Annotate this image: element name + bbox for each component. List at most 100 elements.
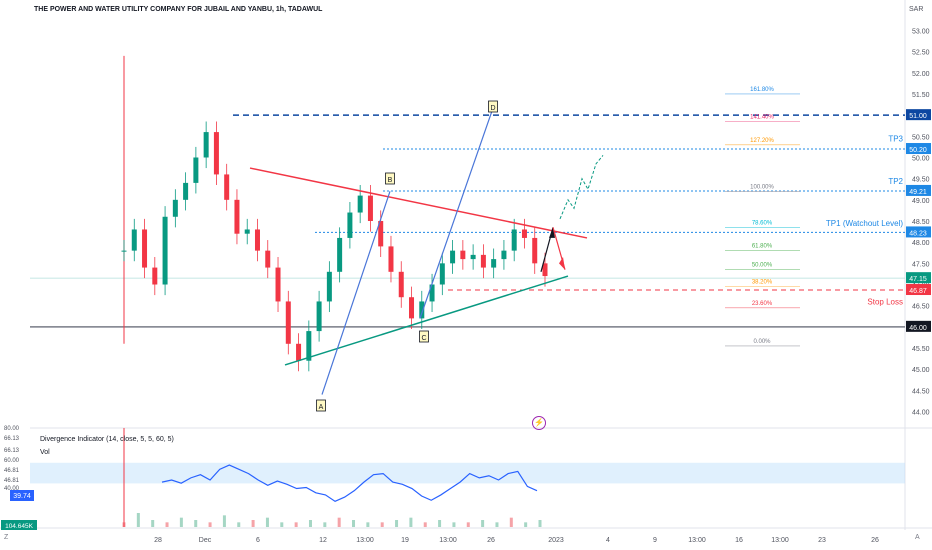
candle-body [532, 237, 538, 264]
pattern-point-box [385, 172, 395, 185]
candle-body [388, 246, 394, 272]
candle-body [306, 331, 312, 361]
volume-bar [380, 522, 384, 527]
candle-body [429, 284, 435, 302]
y-tick-label: 48.00 [912, 240, 930, 247]
y-tick-label: 46.50 [912, 304, 930, 311]
volume-bar [294, 522, 298, 527]
candle-body [378, 221, 384, 247]
target-annotation: TP2 [888, 177, 903, 186]
target-annotation: TP1 (Watchout Level) [826, 219, 903, 228]
indicator-scale-label: 66.13 [4, 436, 20, 442]
pattern-point-label: A [319, 404, 324, 411]
y-tick-label: 44.00 [912, 410, 930, 417]
volume-bar [323, 522, 327, 527]
indicator-value-label: 39.74 [13, 493, 31, 500]
fib-level-label: 61.80% [752, 244, 773, 250]
volume-bar [366, 522, 370, 527]
y-tick-label: 53.00 [912, 28, 930, 35]
fib-level-label: 141.40% [750, 115, 774, 121]
volume-title[interactable]: Vol [40, 449, 50, 456]
price-badge [906, 284, 931, 296]
candle-body [162, 216, 168, 285]
timezone-toggle[interactable]: Z [4, 534, 9, 541]
volume-bar [208, 522, 212, 527]
x-tick-label: 13:00 [439, 537, 457, 544]
price-badge-label: 48.23 [909, 230, 927, 237]
auto-scale-toggle[interactable]: A [915, 534, 920, 541]
price-badge [906, 109, 931, 121]
volume-badge [1, 520, 37, 530]
cd-leg [419, 110, 493, 319]
candle-body [131, 229, 137, 251]
divergence-line [161, 464, 538, 503]
indicator-scale-label: 80.00 [4, 426, 20, 432]
y-tick-label: 48.50 [912, 219, 930, 226]
resistance-trendline [249, 167, 588, 239]
currency-label: SAR [909, 6, 924, 13]
indicator-title[interactable]: Divergence Indicator (14, close, 5, 5, 6… [40, 436, 174, 443]
pattern-point-label: B [388, 177, 393, 184]
candle-body [367, 195, 373, 221]
candle-body [234, 199, 240, 234]
x-tick-label: 2023 [548, 537, 564, 544]
volume-bar [466, 522, 470, 527]
volume-bar [151, 520, 155, 527]
indicator-band [30, 462, 905, 484]
volume-bar [509, 517, 513, 527]
pattern-point-box [419, 330, 429, 343]
price-badge-label: 51.00 [909, 113, 927, 120]
support-trendline [284, 275, 569, 366]
volume-bar [194, 520, 198, 527]
volume-bar [524, 522, 528, 527]
pattern-point-box [316, 399, 326, 412]
candle-body [337, 237, 343, 272]
candle-body [152, 267, 158, 285]
volume-bar [265, 517, 269, 527]
candle-body [347, 212, 353, 238]
fib-level-label: 50.00% [752, 263, 773, 269]
candle-body [542, 263, 548, 277]
lightning-icon[interactable]: ⚡ [532, 416, 546, 430]
candle-body [357, 195, 363, 213]
volume-bar [452, 522, 456, 527]
chart-title: THE POWER AND WATER UTILITY COMPANY FOR … [34, 6, 323, 13]
candle-body [521, 229, 527, 238]
indicator-value-badge [10, 490, 34, 501]
volume-bar [495, 522, 499, 527]
y-tick-label: 50.00 [912, 155, 930, 162]
x-tick-label: 16 [735, 537, 743, 544]
indicator-scale-label: 40.00 [4, 486, 20, 492]
x-tick-label: 4 [606, 537, 610, 544]
candle-body [480, 254, 486, 268]
candle-body [501, 250, 507, 260]
pattern-point-label: C [421, 335, 426, 342]
pullback-arrowhead [559, 256, 565, 270]
y-tick-label: 49.00 [912, 198, 930, 205]
y-tick-label: 51.50 [912, 92, 930, 99]
candle-body [491, 259, 497, 268]
volume-bar [481, 520, 485, 527]
y-tick-label: 44.50 [912, 388, 930, 395]
volume-bar [409, 517, 413, 527]
candle-body [254, 229, 260, 251]
volume-bar [538, 520, 542, 527]
candle-body [296, 343, 302, 361]
volume-bar [251, 520, 255, 527]
volume-bar [395, 520, 399, 527]
candle-body [316, 301, 322, 332]
x-tick-label: 6 [256, 537, 260, 544]
volume-bar [136, 513, 140, 527]
candle-body [439, 263, 445, 285]
y-tick-label: 52.00 [912, 71, 930, 78]
price-badge [906, 272, 931, 284]
fib-level-label: 23.60% [752, 301, 773, 307]
candle-body [183, 182, 189, 200]
fib-level-label: 78.60% [752, 220, 773, 226]
volume-bar [280, 522, 284, 527]
candle-body [142, 229, 148, 268]
volume-bar [222, 515, 226, 527]
fib-level-label: 38.20% [752, 280, 773, 286]
volume-bar [165, 522, 169, 527]
